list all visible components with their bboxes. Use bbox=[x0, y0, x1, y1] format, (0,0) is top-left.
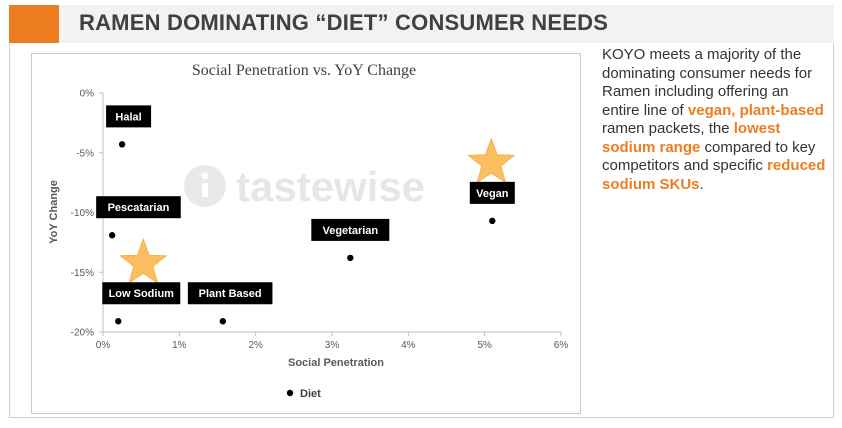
highlight-lowest-sodium: lowest sodium range bbox=[602, 120, 781, 156]
sidebar-text-part4: . bbox=[699, 175, 704, 193]
data-label-box-plant-based bbox=[187, 282, 273, 305]
title-band bbox=[9, 5, 834, 43]
title-accent-block bbox=[9, 5, 59, 43]
watermark-text: tastewise bbox=[236, 163, 425, 210]
highlight-star-low-sodium bbox=[119, 237, 168, 284]
x-axis-title: Social Penetration bbox=[288, 357, 384, 369]
page-title: RAMEN DOMINATING “DIET” CONSUMER NEEDS bbox=[79, 10, 609, 35]
x-tick-label: 4% bbox=[401, 340, 416, 351]
y-tick-label: -5% bbox=[76, 148, 94, 159]
x-tick-label: 1% bbox=[172, 340, 187, 351]
data-point-pescatarian bbox=[108, 232, 116, 239]
data-point-plant-based bbox=[219, 318, 227, 325]
tastewise-logo-mark bbox=[202, 183, 208, 197]
data-point-vegan bbox=[489, 217, 496, 225]
data-label-box-vegetarian bbox=[311, 218, 390, 241]
tastewise-logo-dot bbox=[201, 172, 209, 180]
legend-label-diet: Diet bbox=[300, 388, 321, 400]
chart-title: Social Penetration vs. YoY Change bbox=[192, 62, 416, 79]
legend: Diet bbox=[286, 388, 321, 400]
data-point-low-sodium bbox=[115, 318, 122, 325]
sidebar-description: KOYO meets a majority of the dominating … bbox=[602, 46, 827, 194]
x-tick-label: 6% bbox=[554, 340, 569, 351]
sidebar-text-part3: compared to key competitors and specific bbox=[602, 138, 816, 175]
tastewise-watermark: tastewise bbox=[184, 163, 425, 210]
data-label-pescatarian: Pescatarian bbox=[108, 202, 170, 214]
data-label-halal: Halal bbox=[115, 111, 141, 123]
data-label-vegan: Vegan bbox=[476, 188, 509, 200]
data-label-vegetarian: Vegetarian bbox=[322, 225, 378, 237]
data-label-plant-based: Plant Based bbox=[199, 288, 262, 300]
y-tick-label: -20% bbox=[71, 328, 94, 339]
data-label-box-pescatarian bbox=[96, 196, 181, 219]
y-axis-title: YoY Change bbox=[48, 180, 60, 244]
x-tick-label: 3% bbox=[325, 340, 340, 351]
sidebar-text-part2: ramen packets, the bbox=[602, 120, 734, 137]
y-tick-label: 0% bbox=[80, 89, 95, 100]
highlight-vegan: vegan, plant-based bbox=[687, 101, 824, 119]
chart-marks: Halal Pescatarian Low Sodium Plant Based Veg… bbox=[96, 105, 516, 325]
x-tick-label: 2% bbox=[248, 340, 263, 351]
highlight-star-vegan bbox=[467, 137, 516, 184]
data-label-box-halal bbox=[106, 105, 152, 128]
data-label-box-vegan bbox=[469, 181, 515, 204]
y-tick-label: -15% bbox=[71, 268, 94, 279]
y-tick-label: -10% bbox=[71, 208, 94, 219]
x-tick-label: 5% bbox=[477, 340, 492, 351]
data-label-low-sodium: Low Sodium bbox=[109, 288, 175, 300]
legend-marker-diet bbox=[286, 389, 294, 397]
sidebar-text-part1: KOYO meets a majority of the dominating … bbox=[602, 46, 813, 119]
data-point-vegetarian bbox=[347, 254, 354, 262]
highlight-reduced-sodium: reduced sodium SKUs bbox=[602, 157, 826, 193]
data-label-box-low-sodium bbox=[102, 282, 181, 305]
x-tick-label: 0% bbox=[96, 340, 111, 351]
data-point-halal bbox=[118, 141, 126, 148]
